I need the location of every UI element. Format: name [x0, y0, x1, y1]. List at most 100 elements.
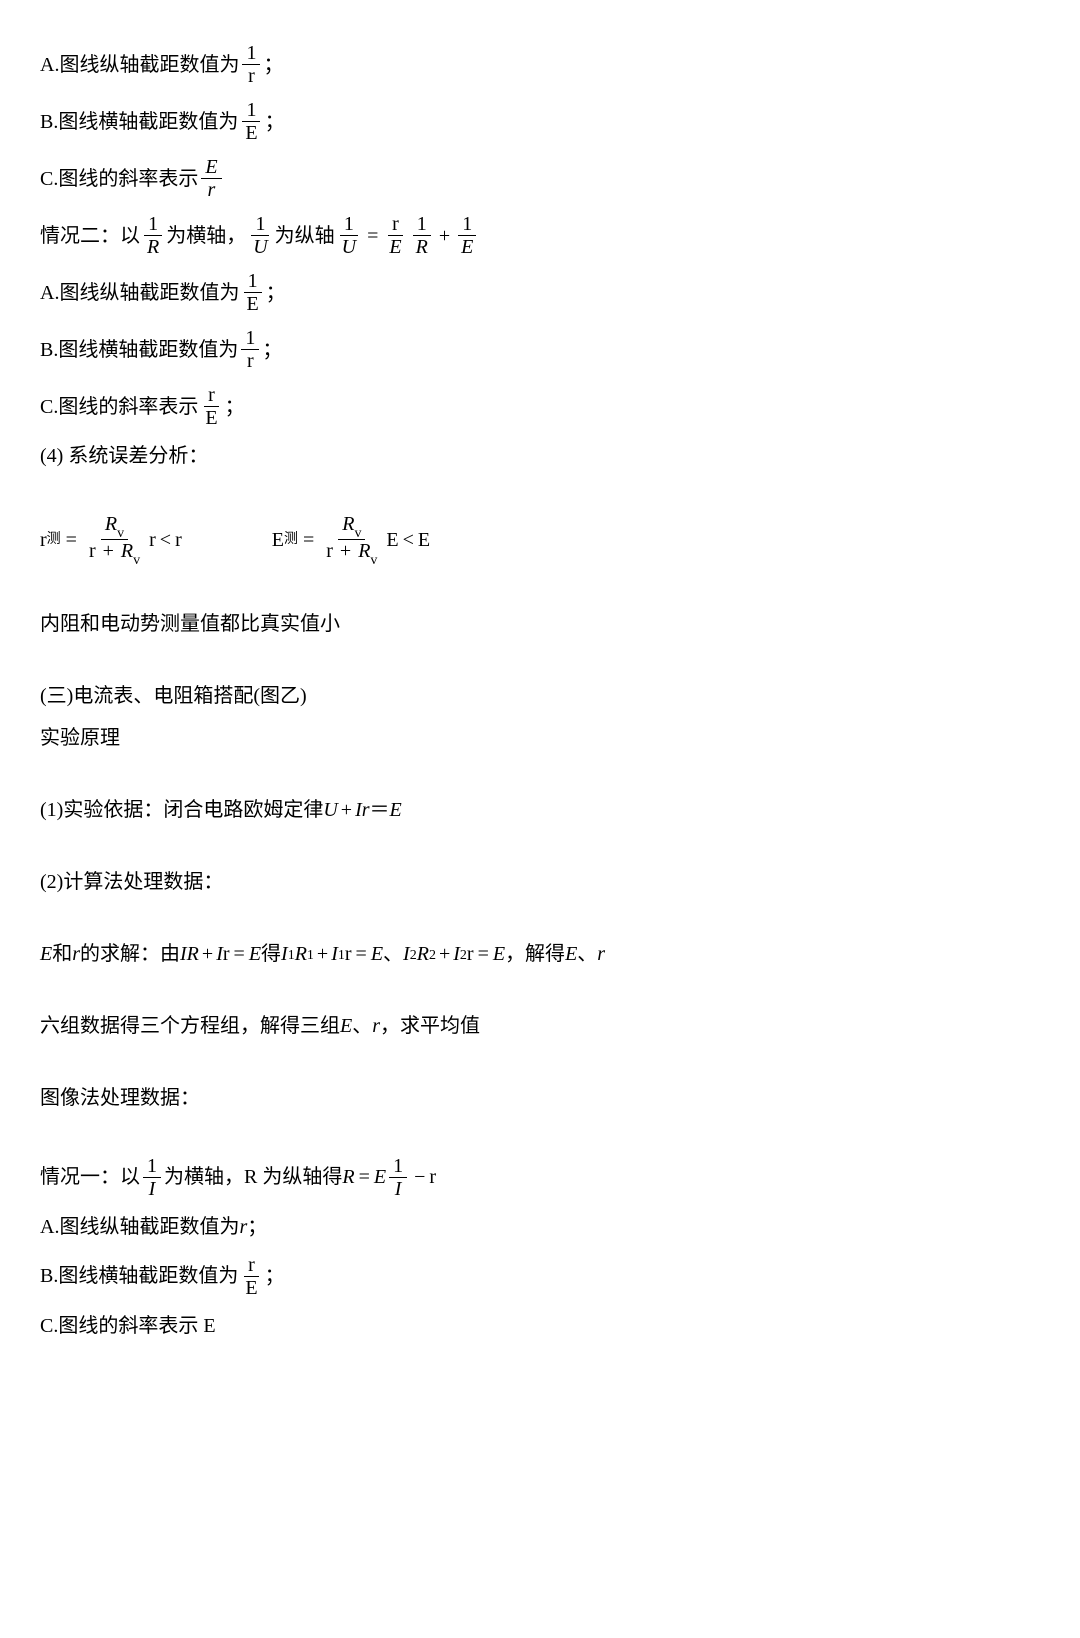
sub: 测 — [284, 529, 298, 550]
eq: = — [367, 221, 378, 251]
err-heading: (4) 系统误差分析： — [40, 441, 1040, 471]
text: 情况一：以 — [40, 1162, 140, 1192]
frac: 1 r — [241, 327, 259, 372]
case2-line: 情况二：以 1 R 为横轴， 1 U 为纵轴 1 U = r E 1 R + 1… — [40, 213, 1040, 258]
err-conclusion: 内阻和电动势测量值都比真实值小 — [40, 609, 1040, 639]
text: 情况二：以 — [40, 221, 140, 251]
minus: − — [414, 1162, 425, 1192]
frac-1R2: 1 R — [412, 213, 432, 258]
semicolon: ； — [265, 1261, 285, 1291]
part3-p2-title: (2)计算法处理数据： — [40, 867, 1040, 897]
frac: 1 r — [242, 42, 260, 87]
text: C.图线的斜率表示 — [40, 164, 198, 194]
U: U — [323, 795, 337, 825]
part3-case1: 情况一：以 1 I 为横轴，R 为纵轴得 R = E 1 I − r — [40, 1155, 1040, 1200]
r: r — [72, 939, 80, 969]
lt: < — [160, 525, 171, 555]
frac: r E — [241, 1254, 261, 1299]
part3-subtitle: 实验原理 — [40, 723, 1040, 753]
sub: 测 — [47, 529, 61, 550]
s1-a: A.图线纵轴截距数值为 1 r ； — [40, 42, 1040, 87]
s2-c: C.图线的斜率表示 r E ； — [40, 384, 1040, 429]
frac-1R: 1 R — [143, 213, 163, 258]
E2: E — [386, 525, 398, 555]
Ir: Ir — [355, 795, 369, 825]
text: ，解得 — [505, 939, 565, 969]
E: E — [40, 939, 52, 969]
part3-solve: E 和 r 的求解：由 IR + I r = E 得 I1 R1 + I1 r … — [40, 939, 1040, 969]
r: r — [239, 1212, 247, 1242]
plus: + — [439, 221, 450, 251]
s1-b: B.图线横轴截距数值为 1 E ； — [40, 99, 1040, 144]
semicolon: ； — [262, 335, 282, 365]
text: B.图线横轴截距数值为 — [40, 107, 238, 137]
part3-title: (三)电流表、电阻箱搭配(图乙) — [40, 681, 1040, 711]
semicolon: ； — [266, 278, 286, 308]
text: (2)计算法处理数据： — [40, 867, 223, 897]
E: E — [272, 525, 284, 555]
part3-b: B.图线横轴截距数值为 r E ； — [40, 1254, 1040, 1299]
part3-img-title: 图像法处理数据： — [40, 1083, 1040, 1113]
text: 为纵轴 — [275, 221, 335, 251]
text: 六组数据得三个方程组，解得三组 — [40, 1011, 340, 1041]
text: 内阻和电动势测量值都比真实值小 — [40, 609, 340, 639]
text: A.图线纵轴截距数值为 — [40, 50, 239, 80]
s2-b: B.图线横轴截距数值为 1 r ； — [40, 327, 1040, 372]
frac-1I: 1 I — [143, 1155, 161, 1200]
text: B.图线横轴截距数值为 — [40, 1261, 238, 1291]
part3-p1: (1)实验依据：闭合电路欧姆定律 U + Ir ＝ E — [40, 795, 1040, 825]
s1-c: C.图线的斜率表示 E r — [40, 156, 1040, 201]
text: A.图线纵轴截距数值为 — [40, 1212, 239, 1242]
frac-e: Rv r + Rv — [322, 513, 381, 567]
semicolon: ； — [225, 392, 245, 422]
s2-a: A.图线纵轴截距数值为 1 E ； — [40, 270, 1040, 315]
err-eq-line: r 测 = Rv r + Rv r < r E 测 = Rv r + Rv E … — [40, 513, 1040, 567]
frac-r: Rv r + Rv — [85, 513, 144, 567]
r: r — [429, 1162, 436, 1192]
frac: r E — [201, 384, 221, 429]
r3: r — [175, 525, 182, 555]
plus: + — [341, 795, 352, 825]
text: 实验原理 — [40, 723, 120, 753]
text: 为横轴， — [166, 221, 246, 251]
R: R — [342, 1162, 354, 1192]
E: E — [390, 795, 402, 825]
part3-a: A.图线纵轴截距数值为 r ； — [40, 1212, 1040, 1242]
frac-1E: 1 E — [457, 213, 477, 258]
lt: < — [403, 525, 414, 555]
dot: 、 — [383, 939, 403, 969]
text: B.图线横轴截距数值为 — [40, 335, 238, 365]
E: E — [374, 1162, 386, 1192]
eq: = — [359, 1162, 370, 1192]
frac: 1 E — [242, 270, 262, 315]
frac-1I2: 1 I — [389, 1155, 407, 1200]
text: 得 — [261, 939, 281, 969]
text: 和 — [52, 939, 72, 969]
frac: 1 E — [241, 99, 261, 144]
text: A.图线纵轴截距数值为 — [40, 278, 239, 308]
frac-lhs: 1 U — [338, 213, 360, 258]
text: C.图线的斜率表示 E — [40, 1311, 216, 1341]
text: C.图线的斜率表示 — [40, 392, 198, 422]
semicolon: ； — [247, 1212, 267, 1242]
text: 图像法处理数据： — [40, 1083, 200, 1113]
text: (4) 系统误差分析： — [40, 441, 208, 471]
part3-six: 六组数据得三个方程组，解得三组 E 、 r ，求平均值 — [40, 1011, 1040, 1041]
frac-1U: 1 U — [249, 213, 271, 258]
frac-rE: r E — [385, 213, 405, 258]
eq: = — [303, 525, 314, 555]
text: 为横轴，R 为纵轴得 — [164, 1162, 342, 1192]
r: r — [40, 525, 47, 555]
eq: = — [66, 525, 77, 555]
E3: E — [418, 525, 430, 555]
text: 的求解：由 — [80, 939, 180, 969]
part3-c: C.图线的斜率表示 E — [40, 1311, 1040, 1341]
text: (三)电流表、电阻箱搭配(图乙) — [40, 681, 307, 711]
text: (1)实验依据：闭合电路欧姆定律 — [40, 795, 323, 825]
semicolon: ； — [265, 107, 285, 137]
r2: r — [149, 525, 156, 555]
semicolon: ； — [263, 50, 283, 80]
text: ，求平均值 — [380, 1011, 480, 1041]
eq: ＝ — [370, 795, 390, 825]
frac: E r — [201, 156, 221, 201]
